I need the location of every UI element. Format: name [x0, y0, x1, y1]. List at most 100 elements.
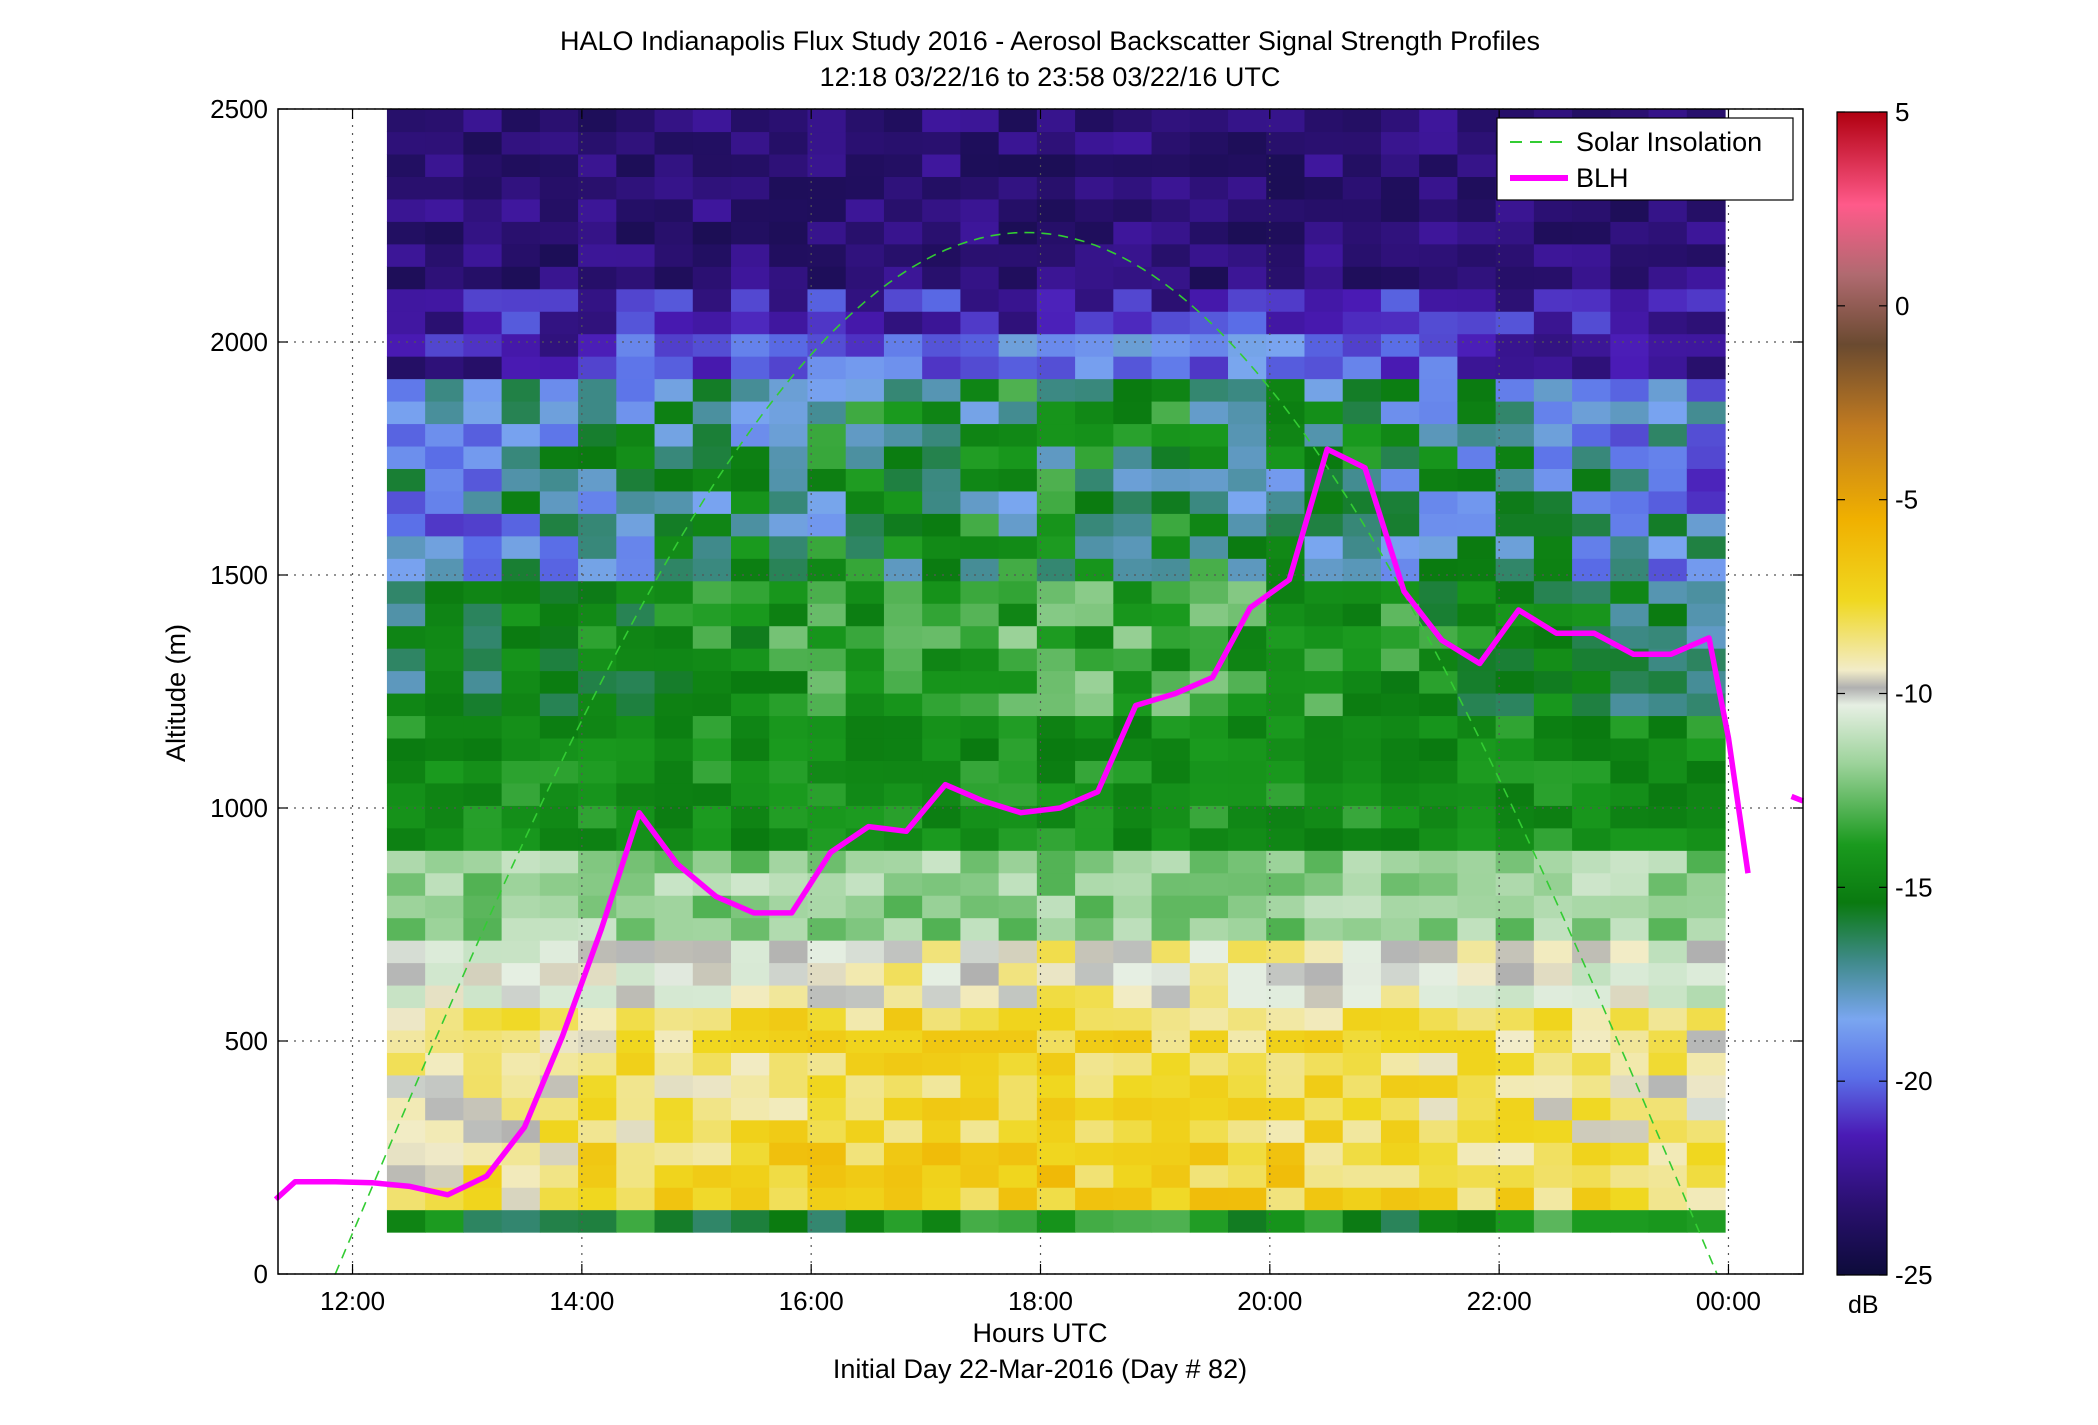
heatmap-cell	[692, 625, 732, 649]
heatmap-cell	[1342, 356, 1382, 380]
heatmap-cell	[1036, 221, 1076, 245]
heatmap-cell	[1457, 805, 1497, 829]
heatmap-cell	[960, 827, 1000, 851]
heatmap-cell	[1457, 1007, 1497, 1031]
heatmap-cell	[998, 1209, 1038, 1233]
heatmap-cell	[1686, 1142, 1726, 1166]
heatmap-cell	[922, 288, 961, 312]
heatmap-cell	[807, 423, 847, 447]
heatmap-cell	[922, 625, 961, 649]
heatmap-cell	[1266, 962, 1306, 986]
heatmap-cell	[807, 1029, 847, 1053]
heatmap-cell	[1533, 266, 1573, 290]
heatmap-cell	[1572, 895, 1611, 919]
heatmap-cell	[1189, 1142, 1229, 1166]
heatmap-cell	[807, 692, 847, 717]
heatmap-cell	[1495, 445, 1535, 469]
heatmap-cell	[1457, 490, 1497, 514]
heatmap-cell	[1419, 109, 1459, 133]
heatmap-cell	[1419, 445, 1459, 469]
heatmap-cell	[960, 872, 1000, 896]
heatmap-cell	[1075, 850, 1114, 874]
heatmap-cell	[1533, 490, 1573, 514]
heatmap-cell	[731, 782, 770, 806]
heatmap-cell	[1380, 1097, 1420, 1121]
heatmap-cell	[1380, 670, 1420, 694]
heatmap-cell	[425, 1074, 464, 1098]
heatmap-cell	[616, 311, 656, 335]
heatmap-cell	[1304, 243, 1344, 267]
heatmap-cell	[960, 513, 1000, 537]
heatmap-cell	[1457, 1029, 1497, 1053]
heatmap-cell	[1610, 490, 1650, 514]
heatmap-cell	[1495, 827, 1535, 851]
legend-box	[1496, 117, 1794, 201]
heatmap-cell	[1457, 1164, 1497, 1188]
heatmap-cell	[1380, 311, 1420, 335]
heatmap-cell	[539, 535, 579, 559]
heatmap-cell	[1457, 176, 1497, 200]
heatmap-cell	[883, 648, 923, 672]
heatmap-cell	[1304, 333, 1344, 357]
heatmap-cell	[922, 895, 961, 919]
heatmap-cell	[769, 535, 809, 559]
heatmap-cell	[1457, 715, 1497, 739]
heatmap-cell	[1533, 715, 1573, 739]
heatmap-cell	[425, 603, 464, 627]
heatmap-cell	[1648, 1029, 1688, 1053]
heatmap-cell	[1686, 558, 1726, 582]
heatmap-cell	[692, 423, 732, 447]
heatmap-cell	[1342, 378, 1382, 402]
heatmap-cell	[845, 558, 885, 582]
heatmap-cell	[1572, 984, 1611, 1009]
heatmap-cell	[425, 131, 464, 155]
heatmap-cell	[1495, 940, 1535, 964]
heatmap-cell	[1648, 378, 1688, 402]
heatmap-cell	[960, 1074, 1000, 1098]
heatmap-cell	[998, 243, 1038, 267]
heatmap-cell	[1266, 1209, 1306, 1233]
heatmap-cell	[386, 468, 426, 492]
heatmap-cell	[1648, 333, 1688, 357]
heatmap-cell	[425, 917, 464, 941]
heatmap-cell	[1457, 1187, 1497, 1211]
heatmap-cell	[1610, 580, 1650, 604]
heatmap-cell	[922, 827, 961, 851]
heatmap-cell	[883, 715, 923, 739]
heatmap-cell	[1648, 198, 1688, 222]
heatmap-cell	[998, 513, 1038, 537]
heatmap-cell	[463, 1074, 503, 1098]
heatmap-cell	[731, 1209, 770, 1233]
heatmap-cell	[1189, 1119, 1229, 1143]
heatmap-cell	[1610, 715, 1650, 739]
heatmap-cell	[807, 333, 847, 357]
heatmap-cell	[425, 401, 464, 425]
heatmap-cell	[386, 1164, 426, 1188]
heatmap-cell	[1495, 1142, 1535, 1166]
heatmap-cell	[1380, 1029, 1420, 1053]
heatmap-cell	[425, 176, 464, 200]
heatmap-cell	[501, 1209, 541, 1233]
heatmap-cell	[425, 1142, 464, 1166]
heatmap-cell	[1304, 805, 1344, 829]
heatmap-cell	[1533, 850, 1573, 874]
heatmap-cell	[425, 1119, 464, 1143]
heatmap-cell	[807, 1209, 847, 1233]
heatmap-cell	[654, 513, 694, 537]
heatmap-cell	[1419, 1007, 1459, 1031]
heatmap-cell	[1151, 580, 1191, 604]
heatmap-cell	[1648, 940, 1688, 964]
heatmap-cell	[1495, 378, 1535, 402]
heatmap-cell	[845, 895, 885, 919]
heatmap-cell	[386, 850, 426, 874]
heatmap-cell	[1342, 1074, 1382, 1098]
heatmap-cell	[654, 423, 694, 447]
heatmap-cell	[1648, 715, 1688, 739]
heatmap-cell	[960, 1097, 1000, 1121]
heatmap-cell	[731, 1119, 770, 1143]
heatmap-cell	[960, 670, 1000, 694]
heatmap-cell	[1380, 737, 1420, 761]
heatmap-cell	[807, 356, 847, 380]
heatmap-cell	[386, 266, 426, 290]
heatmap-cell	[1036, 850, 1076, 874]
